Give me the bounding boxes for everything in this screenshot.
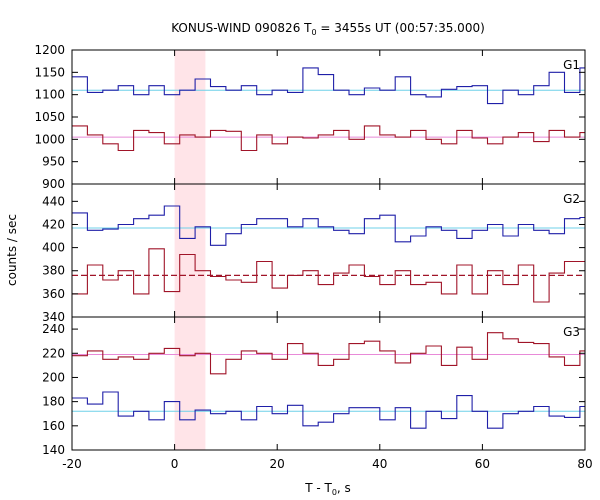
- y-tick-label: 200: [42, 370, 65, 384]
- y-tick-label: 220: [42, 346, 65, 360]
- y-axis-label: counts / sec: [5, 214, 19, 286]
- blue-series-line: [72, 391, 585, 429]
- y-tick-label: 900: [42, 177, 65, 191]
- y-tick-label: 340: [42, 310, 65, 324]
- blue-series-line: [72, 205, 585, 246]
- y-tick-label: 950: [42, 155, 65, 169]
- y-tick-label: 180: [42, 395, 65, 409]
- y-tick-label: 1050: [34, 110, 65, 124]
- highlight-band: [174, 50, 206, 184]
- y-tick-label: 360: [42, 287, 65, 301]
- x-axis-label: T - T0, s: [304, 481, 351, 497]
- x-tick-label: 80: [577, 457, 592, 471]
- y-tick-label: 160: [42, 419, 65, 433]
- panel-label: G3: [563, 325, 580, 339]
- blue-series-line: [72, 67, 585, 105]
- y-tick-label: 1150: [34, 65, 65, 79]
- highlight-band: [174, 184, 206, 317]
- x-tick-label: 60: [475, 457, 490, 471]
- plot-area: 90095010001050110011501200G1340360380400…: [34, 43, 592, 471]
- panel-g1: 900 950 1000 1050 1100 1150 1200 G1: [34, 43, 586, 191]
- y-tick-label: 240: [42, 322, 65, 336]
- red-series-line: [72, 125, 585, 152]
- y-tick-label: 420: [42, 217, 65, 231]
- y-tick-label: 1100: [34, 88, 65, 102]
- y-tick-label: 1200: [34, 43, 65, 57]
- x-tick-label: -20: [62, 457, 82, 471]
- x-tick-label: 0: [171, 457, 179, 471]
- highlight-band: [174, 317, 206, 450]
- y-tick-label: 140: [42, 443, 65, 457]
- x-tick-label: 40: [372, 457, 387, 471]
- panel-label: G2: [563, 192, 580, 206]
- x-tick-label: 20: [270, 457, 285, 471]
- y-tick-label: 1000: [34, 132, 65, 146]
- panel-frame: [71, 49, 586, 185]
- panel-frame: [71, 316, 586, 451]
- y-tick-label: 380: [42, 264, 65, 278]
- y-tick-label: 400: [42, 241, 65, 255]
- panel-g2: 340 360 380 400 420 440 G2: [42, 183, 586, 324]
- panel-g3: 140 160 180 200 220 240 G3: [42, 316, 586, 457]
- red-series-line: [72, 248, 585, 303]
- y-tick-label: 440: [42, 194, 65, 208]
- panel-label: G1: [563, 58, 580, 72]
- red-series-line: [72, 332, 585, 375]
- chart-title: KONUS-WIND 090826 T0 = 3455s UT (00:57:3…: [171, 21, 485, 37]
